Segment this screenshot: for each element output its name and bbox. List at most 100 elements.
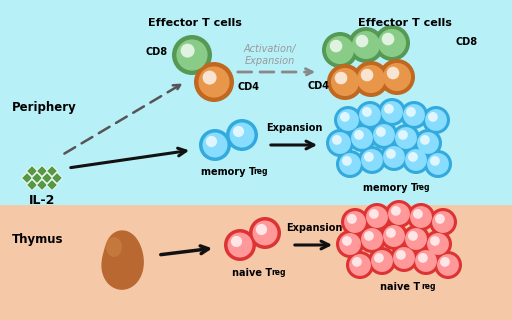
Text: Effector T cells: Effector T cells bbox=[148, 18, 242, 28]
Circle shape bbox=[340, 112, 350, 122]
Circle shape bbox=[348, 124, 376, 152]
Circle shape bbox=[383, 225, 405, 247]
Circle shape bbox=[430, 156, 440, 166]
Circle shape bbox=[359, 104, 381, 126]
Circle shape bbox=[346, 251, 374, 279]
Circle shape bbox=[380, 143, 408, 171]
Circle shape bbox=[370, 121, 398, 149]
Circle shape bbox=[231, 236, 242, 247]
Circle shape bbox=[413, 209, 423, 219]
Circle shape bbox=[437, 254, 459, 276]
Circle shape bbox=[356, 101, 384, 129]
Circle shape bbox=[362, 107, 372, 117]
Circle shape bbox=[369, 209, 379, 219]
Circle shape bbox=[378, 29, 406, 57]
Circle shape bbox=[418, 253, 428, 263]
Circle shape bbox=[363, 203, 391, 231]
Circle shape bbox=[342, 156, 352, 166]
Circle shape bbox=[420, 135, 430, 145]
Text: memory T: memory T bbox=[201, 167, 255, 177]
Text: Thymus: Thymus bbox=[12, 234, 63, 246]
Text: CD8: CD8 bbox=[455, 37, 477, 47]
Circle shape bbox=[374, 253, 384, 263]
Circle shape bbox=[229, 123, 254, 148]
Polygon shape bbox=[27, 180, 37, 190]
Circle shape bbox=[408, 231, 418, 241]
Circle shape bbox=[252, 220, 278, 245]
Polygon shape bbox=[47, 165, 57, 177]
Circle shape bbox=[351, 127, 373, 149]
Text: Expansion: Expansion bbox=[266, 123, 322, 133]
Circle shape bbox=[425, 109, 447, 131]
Circle shape bbox=[226, 119, 258, 151]
Circle shape bbox=[227, 233, 252, 258]
Polygon shape bbox=[27, 165, 37, 177]
Circle shape bbox=[330, 40, 343, 52]
Circle shape bbox=[348, 27, 384, 63]
Text: Effector T cells: Effector T cells bbox=[358, 18, 452, 28]
Circle shape bbox=[381, 101, 403, 123]
Circle shape bbox=[432, 211, 454, 233]
Circle shape bbox=[379, 59, 415, 95]
Circle shape bbox=[199, 129, 231, 161]
Circle shape bbox=[334, 106, 362, 134]
Text: reg: reg bbox=[271, 268, 286, 277]
Polygon shape bbox=[47, 180, 57, 190]
Circle shape bbox=[331, 68, 359, 96]
Circle shape bbox=[357, 65, 385, 93]
Circle shape bbox=[400, 101, 428, 129]
Circle shape bbox=[326, 129, 354, 157]
Circle shape bbox=[383, 146, 405, 168]
Circle shape bbox=[249, 217, 281, 249]
Circle shape bbox=[361, 228, 383, 250]
Circle shape bbox=[402, 225, 430, 253]
Text: IL-2: IL-2 bbox=[29, 194, 55, 206]
Text: naive T: naive T bbox=[380, 282, 420, 292]
Text: naive T: naive T bbox=[232, 268, 272, 278]
Circle shape bbox=[405, 228, 427, 250]
Circle shape bbox=[390, 244, 418, 272]
Circle shape bbox=[329, 132, 351, 154]
Circle shape bbox=[427, 153, 449, 175]
Circle shape bbox=[332, 135, 342, 145]
Circle shape bbox=[395, 127, 417, 149]
Circle shape bbox=[352, 257, 362, 267]
Circle shape bbox=[428, 112, 438, 122]
Text: reg: reg bbox=[253, 167, 267, 176]
Circle shape bbox=[353, 61, 389, 97]
Circle shape bbox=[383, 63, 411, 91]
Circle shape bbox=[385, 200, 413, 228]
Circle shape bbox=[392, 124, 420, 152]
Ellipse shape bbox=[106, 237, 122, 257]
Circle shape bbox=[388, 203, 410, 225]
Circle shape bbox=[415, 250, 437, 272]
Circle shape bbox=[393, 247, 415, 269]
Text: Activation/
Expansion: Activation/ Expansion bbox=[244, 44, 296, 66]
Circle shape bbox=[203, 132, 227, 157]
Circle shape bbox=[327, 64, 363, 100]
Polygon shape bbox=[36, 165, 48, 177]
Circle shape bbox=[424, 150, 452, 178]
Circle shape bbox=[403, 104, 425, 126]
Circle shape bbox=[373, 124, 395, 146]
Circle shape bbox=[364, 152, 374, 162]
Circle shape bbox=[410, 206, 432, 228]
Polygon shape bbox=[36, 180, 48, 190]
Circle shape bbox=[407, 203, 435, 231]
Circle shape bbox=[376, 127, 386, 137]
Circle shape bbox=[256, 224, 267, 235]
Circle shape bbox=[422, 106, 450, 134]
Circle shape bbox=[374, 25, 410, 61]
Text: Expansion: Expansion bbox=[286, 223, 342, 233]
Circle shape bbox=[380, 222, 408, 250]
Circle shape bbox=[339, 153, 361, 175]
Circle shape bbox=[356, 35, 368, 47]
Circle shape bbox=[358, 146, 386, 174]
Circle shape bbox=[440, 257, 450, 267]
Circle shape bbox=[335, 72, 347, 84]
Circle shape bbox=[342, 236, 352, 246]
Circle shape bbox=[386, 149, 396, 159]
Circle shape bbox=[339, 233, 361, 255]
Circle shape bbox=[361, 149, 383, 171]
Circle shape bbox=[387, 67, 399, 79]
